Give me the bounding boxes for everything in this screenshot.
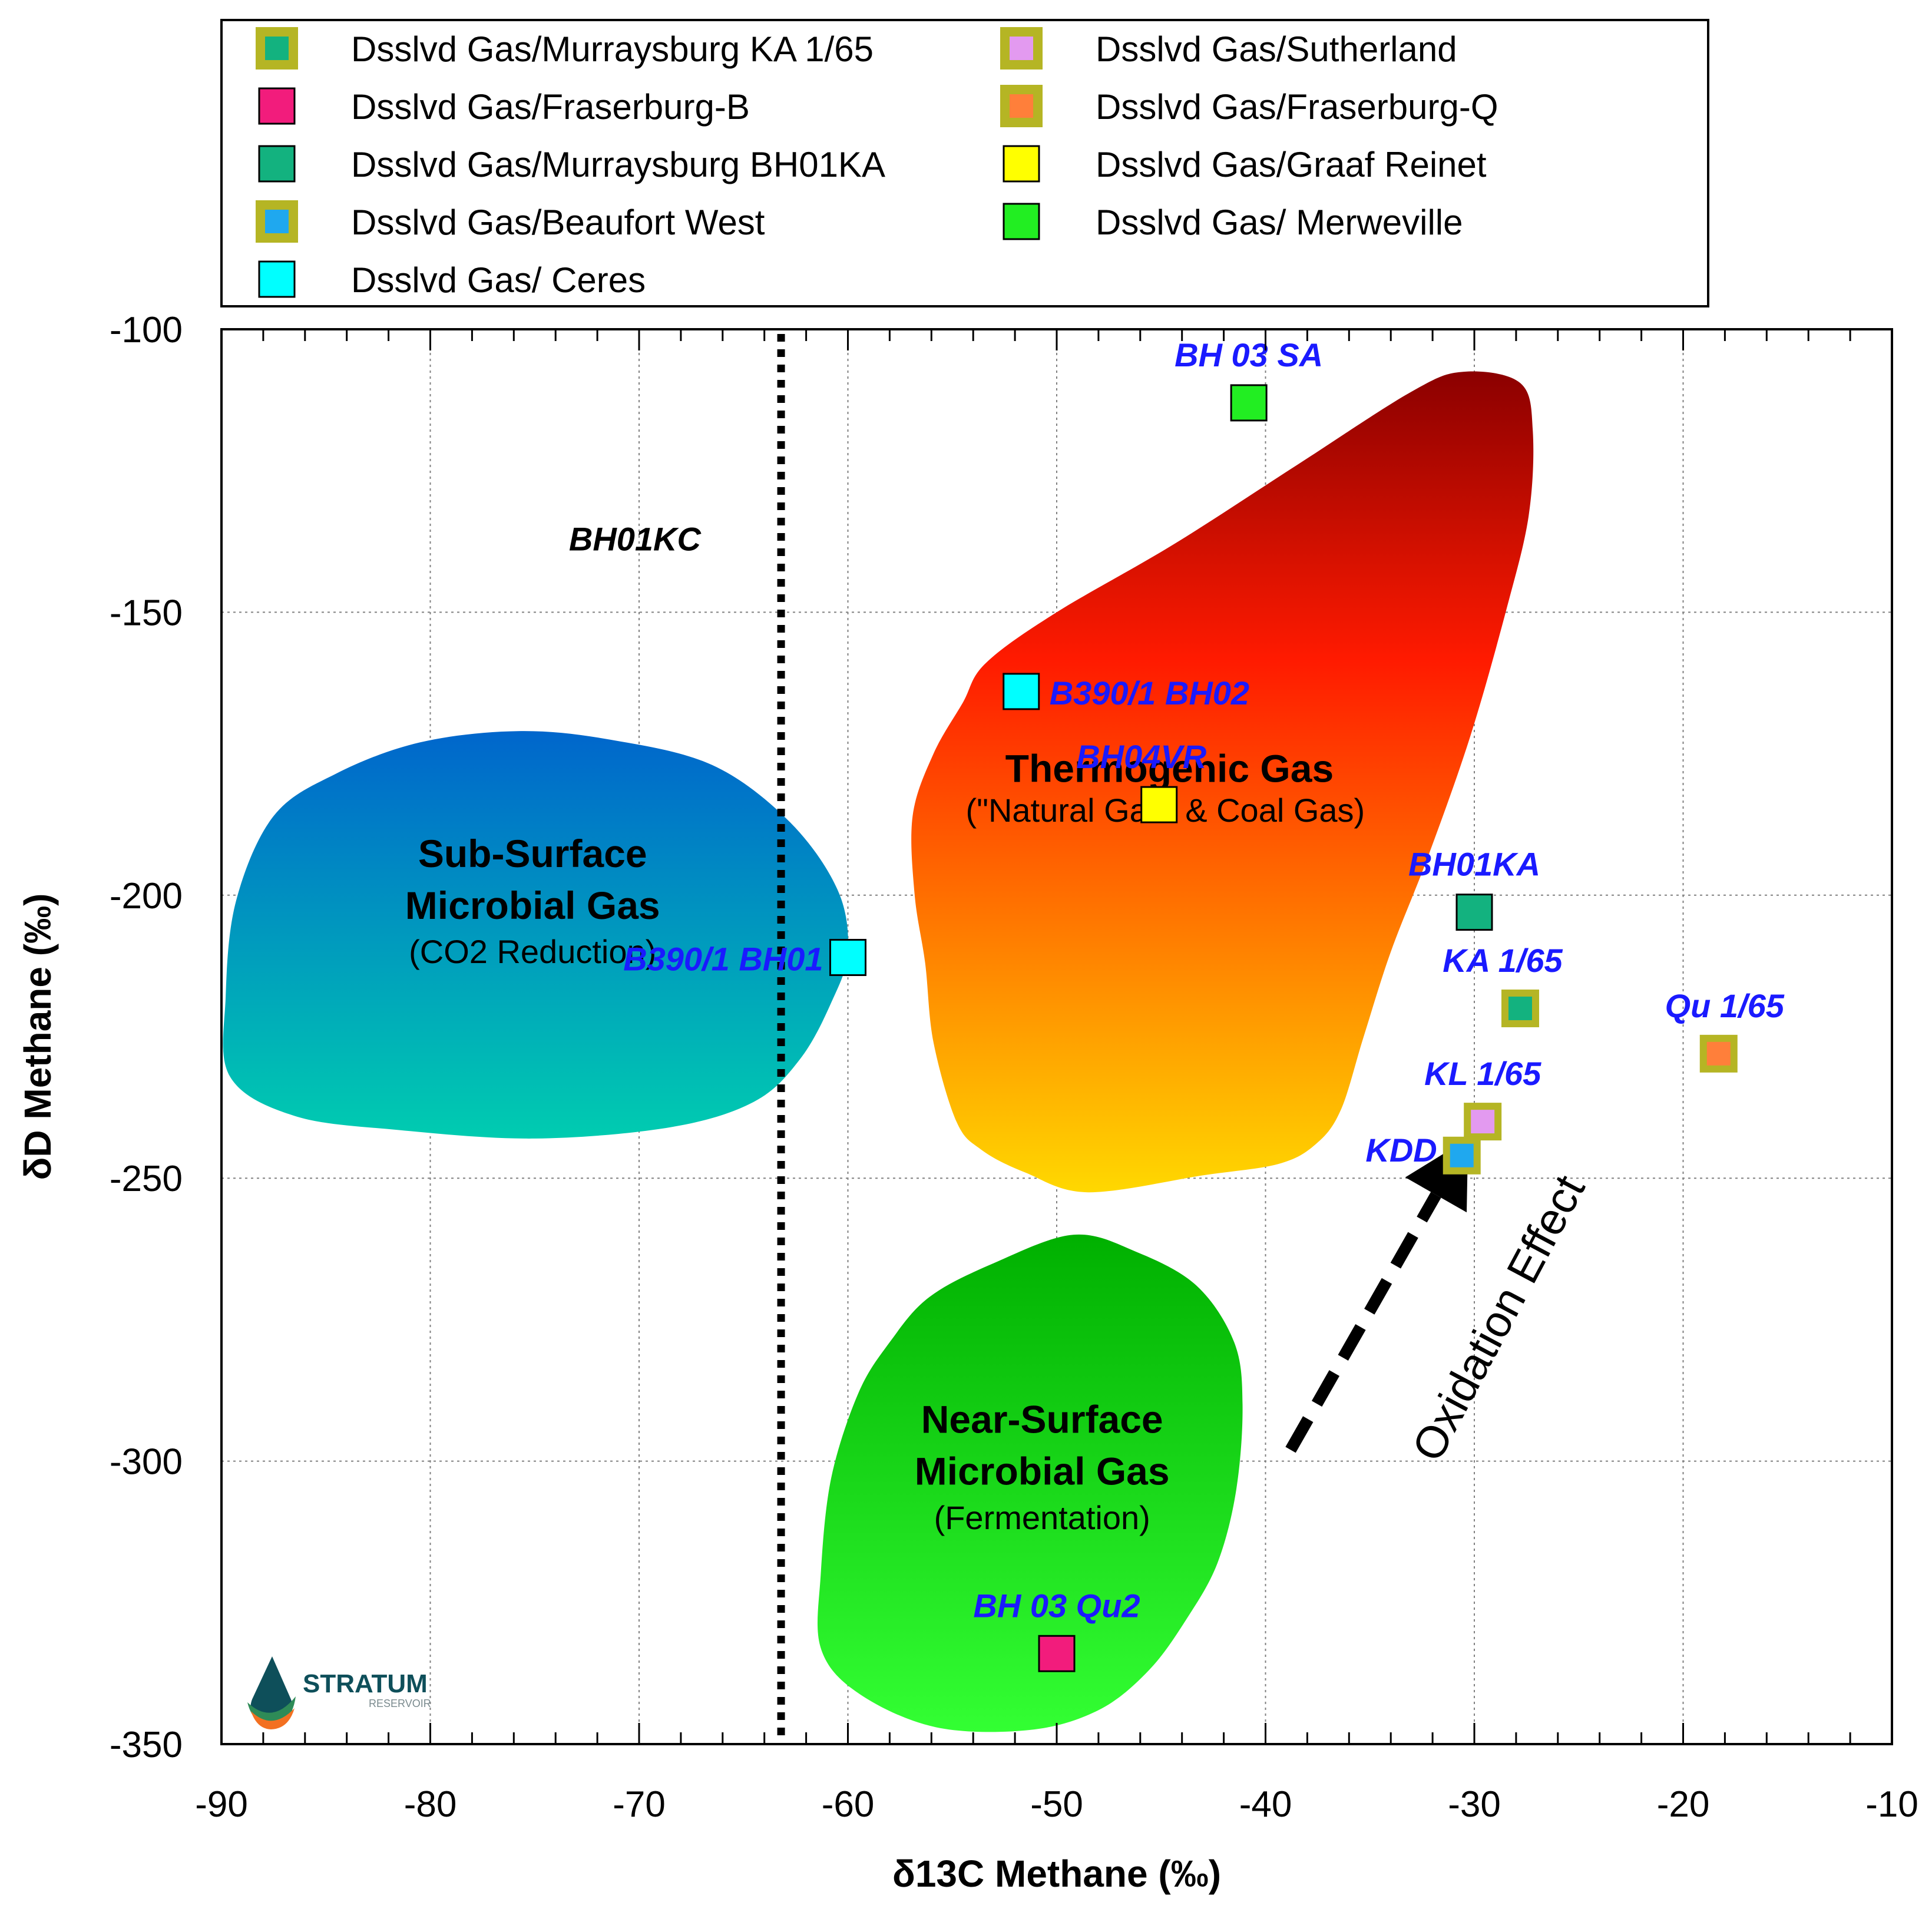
x-axis-label: δ13C Methane (‰) (892, 1852, 1221, 1895)
point-marker (1230, 384, 1268, 422)
point-label: KDD (1365, 1132, 1437, 1169)
y-tick-label: -150 (110, 593, 183, 633)
nearsurface-region (817, 1234, 1243, 1732)
x-tick-label: -50 (1030, 1784, 1083, 1825)
subsurface-title-line: Sub-Surface (418, 832, 647, 875)
point-label: BH01KA (1408, 846, 1540, 883)
plot-area: BH01KC Thermogenic Gas("Natural Gas" & C… (220, 328, 1893, 1745)
legend: Dsslvd Gas/Murraysburg KA 1/65 Dsslvd Gas… (220, 19, 1709, 307)
point-label: B390/1 BH01 (623, 940, 823, 977)
point-marker (829, 938, 866, 976)
legend-swatch (265, 37, 289, 60)
point-marker (1450, 1143, 1474, 1167)
legend-label: Dsslvd Gas/ Merweville (1096, 203, 1463, 242)
legend-swatch (265, 210, 289, 233)
y-tick-label: -350 (110, 1725, 183, 1765)
oxidation-arrow-shaft (1285, 1192, 1441, 1453)
point-marker (1706, 1041, 1731, 1066)
y-tick-label: -300 (110, 1442, 183, 1483)
x-tick-label: -80 (404, 1784, 457, 1825)
nearsurface-title-line: Microbial Gas (915, 1450, 1170, 1493)
legend-swatch (1003, 145, 1040, 183)
legend-swatch (1010, 37, 1033, 60)
point-marker (1471, 1110, 1495, 1134)
point-marker (1455, 894, 1493, 931)
regions (223, 371, 1534, 1732)
plot-frame (220, 328, 1893, 1745)
legend-label: Dsslvd Gas/Fraserburg-B (351, 87, 750, 127)
point-label: BH04VR (1076, 738, 1207, 775)
x-tick-label: -60 (822, 1784, 875, 1825)
point-marker (1140, 786, 1178, 823)
point-label: BH 03 Qu2 (973, 1587, 1140, 1624)
logo-subname: RESERVOIR (369, 1698, 431, 1709)
logo-name: STRATUM (303, 1669, 428, 1698)
legend-swatch (258, 145, 296, 183)
x-tick-label: -90 (195, 1784, 248, 1825)
legend-swatch (258, 87, 296, 125)
point-marker (1003, 673, 1040, 710)
subsurface-subtitle: (CO2 Reduction) (409, 933, 656, 970)
point-marker (1038, 1635, 1076, 1672)
subsurface-region (223, 731, 848, 1139)
point-label: Qu 1/65 (1665, 987, 1785, 1024)
bh01kc-label: BH01KC (569, 520, 702, 557)
y-tick-label: -250 (110, 1159, 183, 1199)
thermogenic-region (911, 371, 1534, 1193)
legend-label: Dsslvd Gas/Sutherland (1096, 29, 1457, 69)
data-points: BH 03 SA B390/1 BH02 BH04VR B390/1 BH01 BH01… (623, 336, 1785, 1672)
point-label: B390/1 BH02 (1050, 674, 1249, 712)
legend-items: Dsslvd Gas/Murraysburg KA 1/65 Dsslvd Gas… (256, 27, 1498, 300)
y-axis-label: δD Methane (‰) (16, 894, 59, 1180)
subsurface-title-line: Microbial Gas (405, 884, 660, 927)
legend-label: Dsslvd Gas/Graaf Reinet (1096, 145, 1487, 184)
tick-labels: -90 -80 -70 -60 -50 -40 -30 -20 -10 -100 -150 -200 -… (110, 310, 1918, 1825)
legend-swatch (1010, 94, 1033, 118)
legend-label: Dsslvd Gas/Fraserburg-Q (1096, 87, 1498, 127)
region-labels: Thermogenic Gas("Natural Gas" & Coal Gas… (405, 747, 1365, 1536)
y-tick-label: -100 (110, 310, 183, 350)
legend-label: Dsslvd Gas/ Ceres (351, 260, 646, 300)
legend-label: Dsslvd Gas/Murraysburg BH01KA (351, 145, 885, 184)
legend-frame (220, 19, 1709, 307)
legend-label: Dsslvd Gas/Murraysburg KA 1/65 (351, 29, 874, 69)
legend-swatch (1003, 203, 1040, 240)
nearsurface-subtitle: (Fermentation) (934, 1499, 1150, 1536)
legend-swatch (258, 260, 296, 298)
logo-drop-icon (250, 1656, 293, 1717)
x-tick-label: -40 (1239, 1784, 1292, 1825)
point-label: KA 1/65 (1443, 942, 1563, 979)
legend-label: Dsslvd Gas/Beaufort West (351, 203, 765, 242)
nearsurface-title-line: Near-Surface (921, 1398, 1163, 1441)
axis-ticks (220, 329, 1893, 1744)
point-label: BH 03 SA (1175, 336, 1323, 373)
x-tick-label: -20 (1657, 1784, 1710, 1825)
x-tick-label: -30 (1448, 1784, 1501, 1825)
stratum-logo: STRATUM RESERVOIR (247, 1656, 431, 1729)
thermogenic-title: Thermogenic Gas (1005, 747, 1334, 790)
x-tick-label: -10 (1865, 1784, 1918, 1825)
x-tick-label: -70 (613, 1784, 666, 1825)
point-marker (1508, 996, 1532, 1020)
y-tick-label: -200 (110, 876, 183, 917)
point-label: KL 1/65 (1424, 1055, 1541, 1092)
logo-sun-icon (251, 1708, 295, 1729)
